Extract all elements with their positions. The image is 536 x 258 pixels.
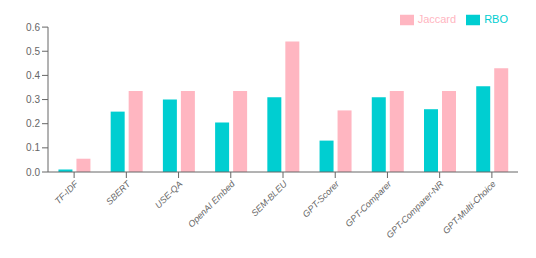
svg-text:OpenAI Embed: OpenAI Embed (186, 178, 237, 229)
svg-text:0.5: 0.5 (26, 46, 40, 57)
html-text:RBO: RBO (484, 13, 508, 25)
svg-text:GPT-Multi-Choice: GPT-Multi-Choice (441, 179, 498, 236)
svg-text:0.4: 0.4 (26, 70, 40, 81)
svg-text:0.3: 0.3 (26, 94, 40, 105)
svg-text:SBERT: SBERT (104, 178, 133, 207)
svg-text:TF-IDF: TF-IDF (53, 179, 81, 207)
svg-text:GPT-Comparer: GPT-Comparer (343, 178, 394, 229)
svg-text:0.2: 0.2 (26, 118, 40, 129)
svg-text:0.1: 0.1 (26, 142, 40, 153)
html-text:Jaccard: Jaccard (417, 13, 457, 25)
svg-text:GPT-Scorer: GPT-Scorer (301, 178, 342, 219)
svg-text:0.0: 0.0 (26, 167, 40, 178)
svg-text:SEM-BLEU: SEM-BLEU (249, 179, 289, 219)
svg-text:0.6: 0.6 (26, 22, 40, 33)
svg-text:GPT-Comparer-NR: GPT-Comparer-NR (384, 179, 446, 241)
svg-text:USE-QA: USE-QA (153, 179, 184, 210)
